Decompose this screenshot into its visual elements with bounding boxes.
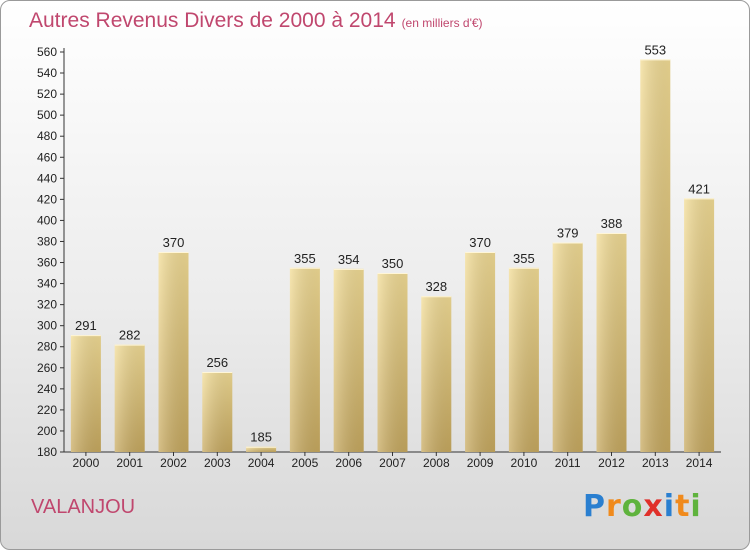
- y-tick-label: 300: [37, 319, 57, 333]
- data-label: 370: [163, 235, 185, 250]
- x-tick-label: 2002: [160, 456, 187, 470]
- bar-shade: [114, 344, 145, 452]
- x-tick-label: 2005: [292, 456, 319, 470]
- bar-shade: [552, 242, 583, 452]
- data-label: 256: [206, 355, 228, 370]
- bar-shade: [640, 59, 671, 453]
- y-tick-label: 320: [37, 298, 57, 312]
- bar-shade: [596, 233, 627, 452]
- x-tick-label: 2000: [73, 456, 100, 470]
- proxiti-logo[interactable]: Proxiti: [583, 489, 702, 524]
- y-tick-label: 260: [37, 361, 57, 375]
- x-tick-label: 2012: [598, 456, 625, 470]
- bar-shade: [377, 273, 408, 452]
- y-tick-label: 500: [37, 108, 57, 122]
- y-tick-label: 220: [37, 403, 57, 417]
- bars: [70, 59, 715, 453]
- y-tick-label: 420: [37, 192, 57, 206]
- data-label: 282: [119, 328, 141, 343]
- y-tick-label: 180: [37, 445, 57, 459]
- logo-letter: r: [606, 489, 622, 524]
- x-tick-label: 2011: [555, 456, 581, 470]
- bar-shade: [246, 446, 277, 452]
- x-tick-label: 2014: [686, 456, 713, 470]
- logo-letter: i: [663, 489, 676, 524]
- bar-shade: [70, 335, 101, 452]
- data-label: 291: [75, 318, 97, 333]
- logo-letter: i: [690, 489, 702, 524]
- y-tick-label: 540: [37, 66, 57, 80]
- data-label: 553: [644, 42, 666, 57]
- x-tick-label: 2003: [204, 456, 231, 470]
- y-tick-label: 460: [37, 150, 57, 164]
- chart-unit: (en milliers d'€): [401, 16, 483, 30]
- x-tick-label: 2010: [511, 456, 538, 470]
- y-tick-label: 360: [37, 256, 57, 270]
- x-tick-label: 2001: [116, 456, 143, 470]
- x-tick-label: 2007: [379, 456, 406, 470]
- data-label: 370: [469, 235, 491, 250]
- data-label: 379: [557, 226, 579, 241]
- x-tick-label: 2009: [467, 456, 494, 470]
- y-tick-label: 440: [37, 171, 57, 185]
- y-tick-label: 240: [37, 382, 57, 396]
- logo-letter: x: [643, 489, 664, 524]
- y-tick-label: 280: [37, 340, 57, 354]
- data-label: 355: [513, 251, 535, 266]
- bar-shade: [202, 372, 233, 452]
- data-label: 355: [294, 251, 316, 266]
- y-tick-label: 520: [37, 87, 57, 101]
- y-tick-label: 480: [37, 129, 57, 143]
- chart-title: Autres Revenus Divers de 2000 à 2014 (en …: [29, 9, 483, 33]
- y-tick-label: 380: [37, 234, 57, 248]
- bar-shade: [421, 296, 452, 452]
- y-tick-label: 560: [37, 45, 57, 59]
- x-tick-label: 2004: [248, 456, 275, 470]
- bar-shade: [158, 252, 189, 452]
- logo-letter: t: [675, 489, 691, 524]
- y-tick-label: 400: [37, 213, 57, 227]
- logo-letter: o: [621, 489, 644, 524]
- chart-title-text: Autres Revenus Divers de 2000 à 2014: [29, 9, 396, 32]
- data-label: 354: [338, 252, 360, 267]
- x-tick-label: 2013: [642, 456, 669, 470]
- bar-shade: [333, 268, 364, 452]
- logo-letter: P: [583, 489, 606, 524]
- data-label: 388: [601, 216, 623, 231]
- commune-name: VALANJOU: [31, 496, 136, 518]
- bar-shade: [465, 252, 496, 452]
- x-tick-label: 2006: [335, 456, 362, 470]
- x-tick-label: 2008: [423, 456, 450, 470]
- data-label: 328: [425, 279, 447, 294]
- bar-shade: [508, 267, 539, 452]
- y-tick-label: 340: [37, 277, 57, 291]
- data-label: 185: [250, 430, 272, 445]
- bar-shade: [684, 198, 715, 452]
- data-labels: 291 282 370 256 185 355 354 350 328 370 355 379 388 5…: [75, 42, 710, 444]
- data-label: 421: [688, 181, 710, 196]
- y-tick-label: 200: [37, 424, 57, 438]
- bar-shade: [289, 267, 320, 452]
- data-label: 350: [382, 256, 404, 271]
